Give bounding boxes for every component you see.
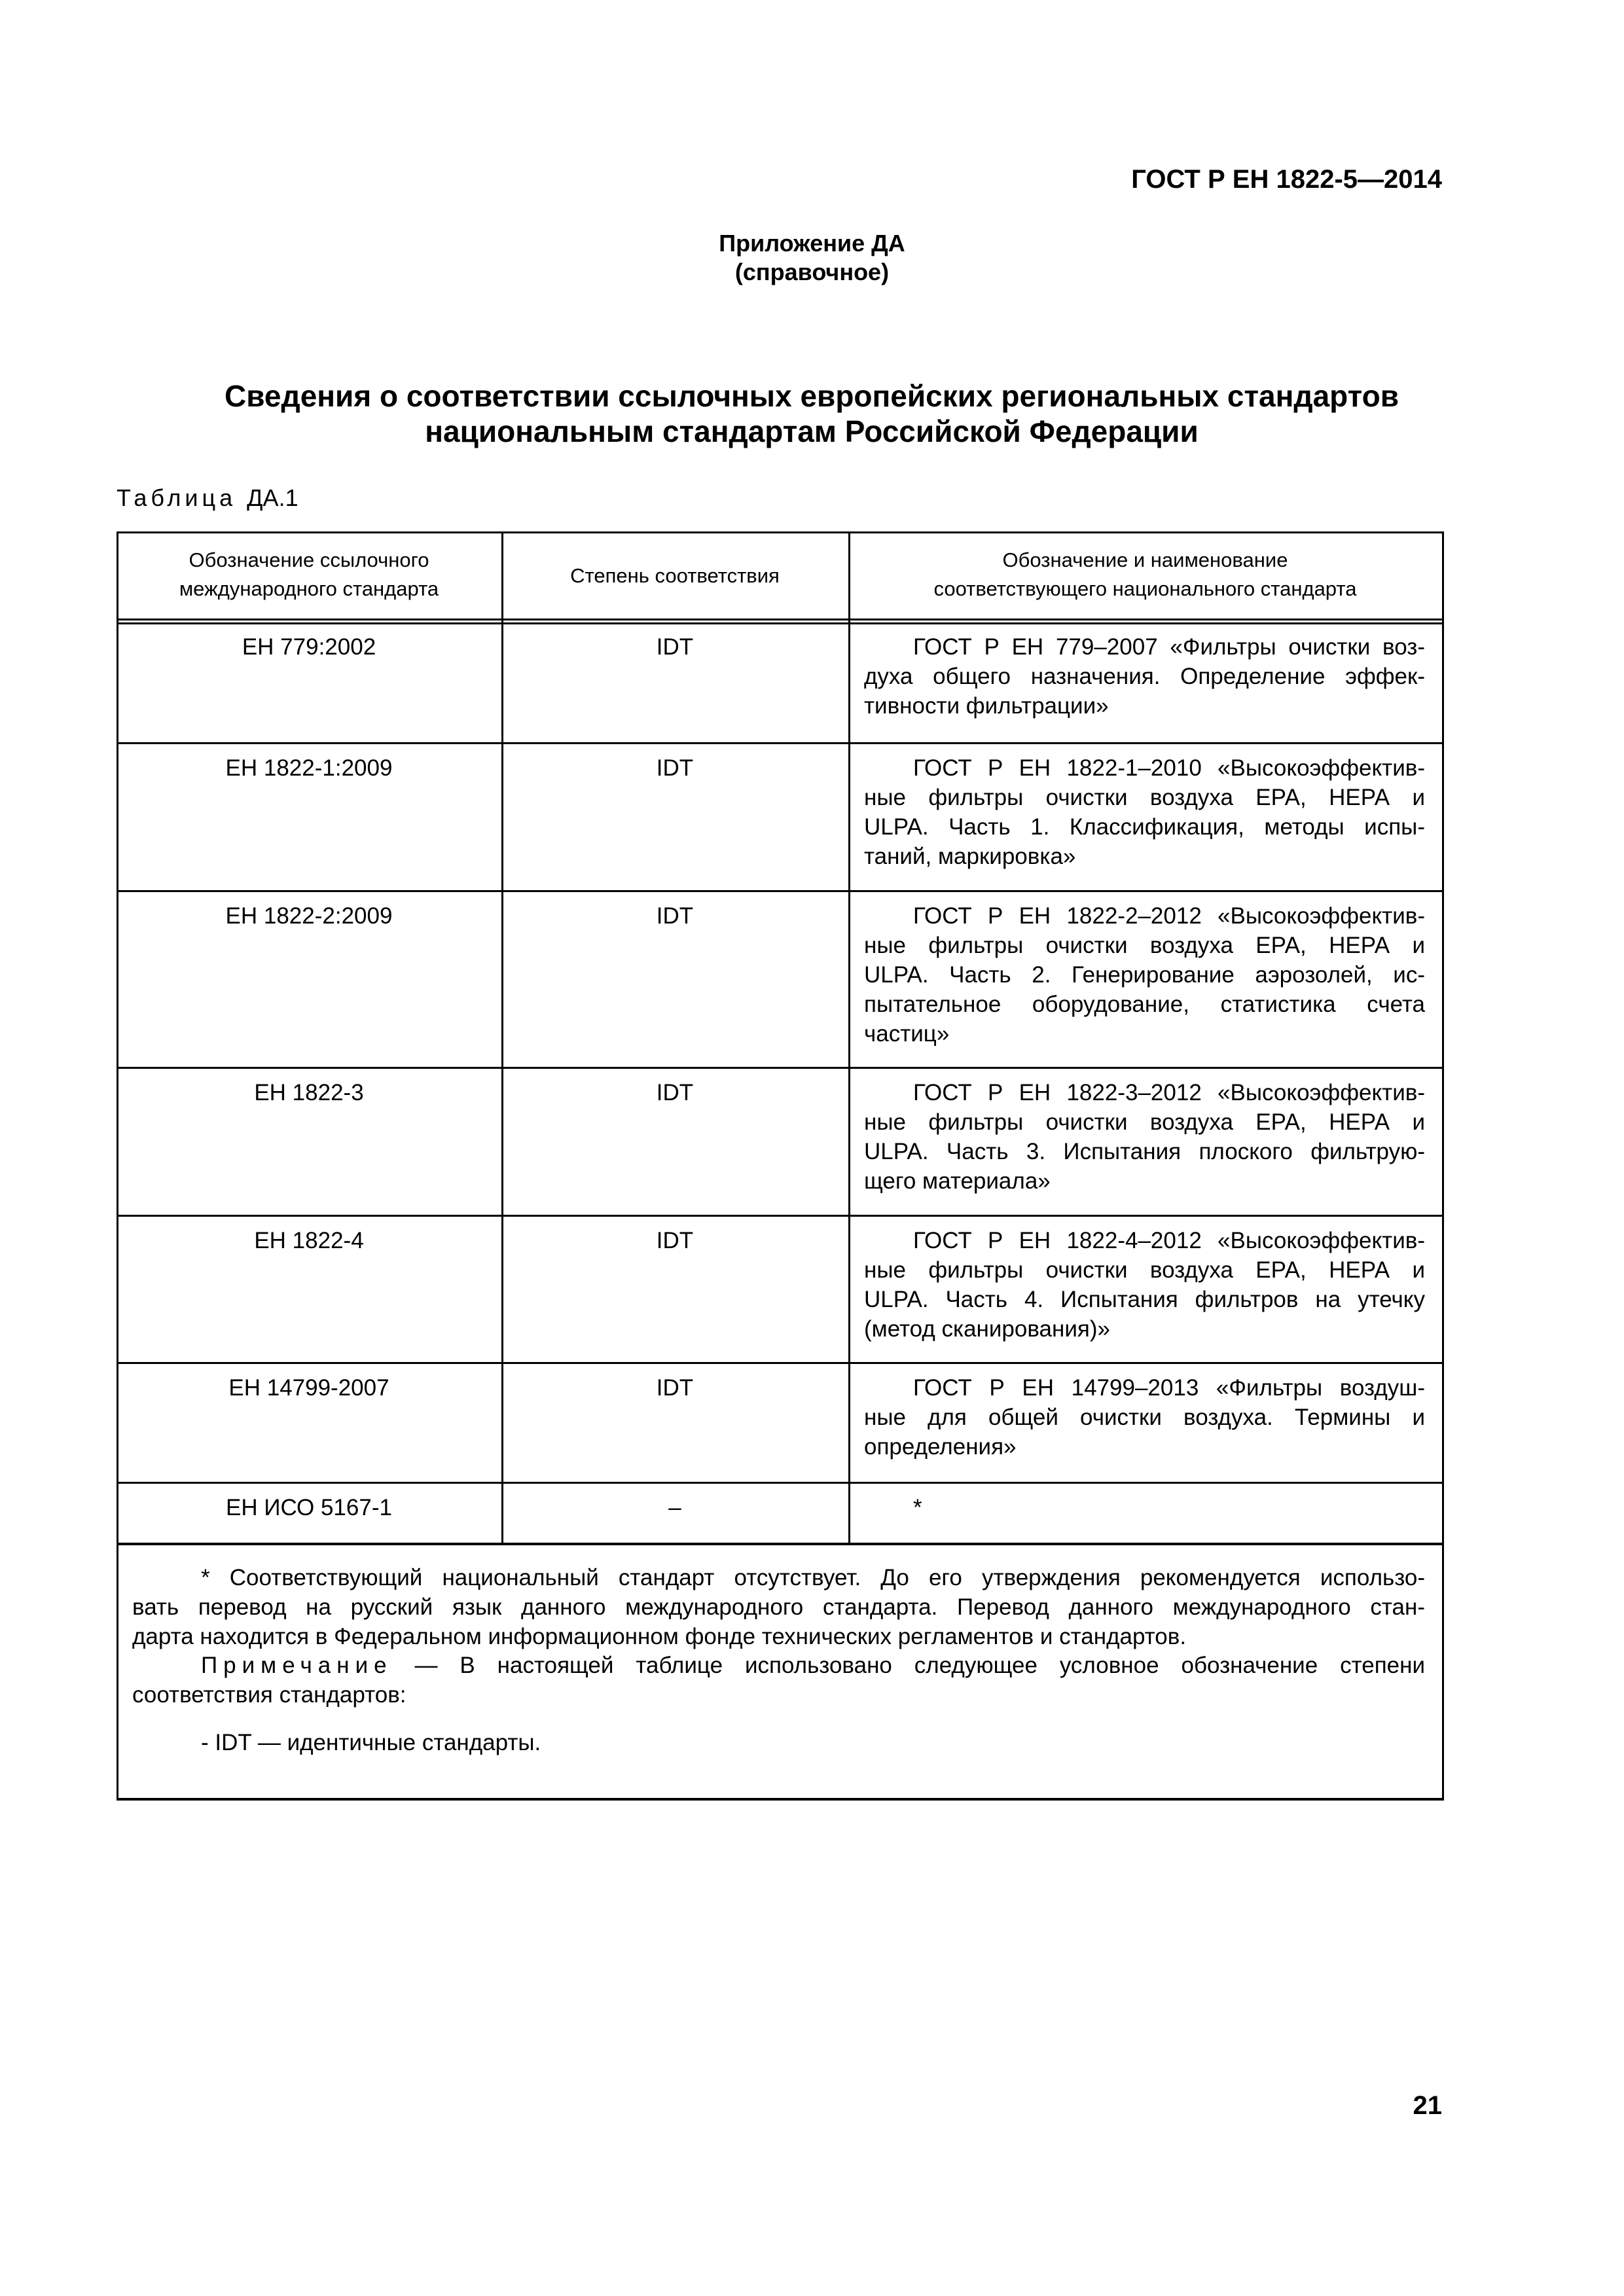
degree-of-correspondence: IDT [656,1080,694,1105]
text-line: частиц» [864,1021,950,1047]
national-standard: ГОСТ Р ЕН 14799–2013 «Фильтры воздуш-ные… [864,1373,1425,1462]
note-label: Примечание [201,1653,393,1678]
text-line: (метод сканирования)» [864,1316,1110,1342]
annex-type: (справочное) [734,259,890,285]
reference-standard: ЕН 1822-3 [254,1080,364,1105]
table-caption-label: Таблица [117,484,237,511]
row-divider [117,1067,1444,1069]
title-line: национальным стандартам Российской Федер… [425,414,1199,448]
text-line: ные фильтры очистки воздуха ЕРА, НЕРА и [864,1257,1425,1283]
text-line: щего материала» [864,1168,1051,1194]
row-divider [117,1543,1444,1545]
degree-of-correspondence: – [668,1495,681,1520]
national-standard: ГОСТ Р ЕН 1822-3–2012 «Высокоэффектив-ны… [864,1078,1425,1196]
row-divider [117,1215,1444,1217]
table-footnote: * Соответствующий национальный стандарт … [132,1563,1425,1651]
reference-standard: ЕН 1822-2:2009 [225,903,393,929]
table-border [117,531,1444,533]
row-divider [117,742,1444,744]
text-line: духа общего назначения. Определение эффе… [864,664,1425,689]
degree-of-correspondence: IDT [656,755,694,781]
header-line: соответствующего национального стандарта [933,577,1357,600]
reference-standard: ЕН ИСО 5167-1 [226,1495,392,1520]
title-line: Сведения о соответствии ссылочных европе… [225,379,1399,413]
text-line: ные для общей очистки воздуха. Термины и [864,1405,1425,1430]
text-line: ULPA. Часть 4. Испытания фильтров на уте… [864,1287,1425,1312]
text-line: ULPA. Часть 2. Генерирование аэрозолей, … [864,962,1425,988]
text-line: ные фильтры очистки воздуха ЕРА, НЕРА и [864,933,1425,958]
degree-of-correspondence: IDT [656,1375,694,1401]
table-border [117,531,118,1801]
header-divider [117,622,1444,624]
header-divider [117,619,1444,620]
text-line: * Соответствующий национальный стандарт … [201,1565,1425,1590]
column-header: Обозначение и наименование соответствующе… [855,546,1435,603]
row-divider [117,1482,1444,1484]
text-line: тивности фильтрации» [864,693,1109,719]
reference-standard: ЕН 14799-2007 [228,1375,389,1401]
degree-of-correspondence: IDT [656,903,694,929]
text-line: * [913,1495,922,1520]
national-standard: * [864,1493,1425,1522]
national-standard: ГОСТ Р ЕН 1822-1–2010 «Высокоэффектив-ны… [864,753,1425,871]
row-divider [117,1362,1444,1364]
text-line: вать перевод на русский язык данного меж… [132,1594,1425,1620]
reference-standard: ЕН 1822-1:2009 [225,755,393,781]
annex-title: Приложение ДА [719,230,905,257]
degree-of-correspondence: IDT [656,634,694,660]
table-note: Примечание — В настоящей таблице использ… [132,1651,1425,1710]
table-caption: Таблица ДА.1 [117,484,298,512]
national-standard: ГОСТ Р ЕН 1822-2–2012 «Высокоэффектив-ны… [864,901,1425,1049]
text-line: ГОСТ Р ЕН 1822-4–2012 «Высокоэффектив- [913,1228,1425,1253]
table-caption-number: ДА.1 [247,484,298,511]
reference-standard: ЕН 779:2002 [242,634,376,660]
text-line: дарта находится в Федеральном информацио… [132,1624,1187,1649]
column-header: Обозначение ссылочного международного ста… [123,546,495,603]
text-line: ГОСТ Р ЕН 1822-3–2012 «Высокоэффектив- [913,1080,1425,1105]
table-border [117,1798,1444,1801]
header-line: международного стандарта [179,577,439,600]
page-number: 21 [1413,2091,1443,2120]
column-header: Степень соответствия [508,562,842,590]
document-code: ГОСТ Р ЕН 1822-5—2014 [1131,165,1442,194]
text-line: ULPA. Часть 3. Испытания плоского фильтр… [864,1139,1425,1164]
text-line: ные фильтры очистки воздуха ЕРА, НЕРА и [864,785,1425,810]
table-border [1442,531,1444,1801]
header-line: Степень соответствия [570,564,780,587]
text-line: ГОСТ Р ЕН 1822-2–2012 «Высокоэффектив- [913,903,1425,929]
text-line: ные фильтры очистки воздуха ЕРА, НЕРА и [864,1109,1425,1135]
national-standard: ГОСТ Р ЕН 1822-4–2012 «Высокоэффектив-ны… [864,1226,1425,1344]
text-line: Примечание — В настоящей таблице использ… [201,1653,1425,1678]
header-line: Обозначение и наименование [1002,548,1288,571]
reference-standard: ЕН 1822-4 [254,1228,364,1253]
text-line: таний, маркировка» [864,844,1076,869]
text-line: ULPA. Часть 1. Классификация, методы исп… [864,814,1425,840]
column-divider [501,531,503,1543]
header-line: Обозначение ссылочного [189,548,429,571]
text-line: пытательное оборудование, статистика сче… [864,992,1425,1017]
page-title: Сведения о соответствии ссылочных европе… [98,378,1525,449]
legend-line: - IDT — идентичные стандарты. [201,1730,541,1755]
degree-of-correspondence: IDT [656,1228,694,1253]
column-divider [848,531,850,1543]
annex-heading: Приложение ДА (справочное) [0,229,1624,287]
text-line: соответствия стандартов: [132,1682,406,1708]
row-divider [117,890,1444,892]
text-line: ГОСТ Р ЕН 1822-1–2010 «Высокоэффектив- [913,755,1425,781]
national-standard: ГОСТ Р ЕН 779–2007 «Фильтры очистки воз-… [864,632,1425,721]
text-line: определения» [864,1434,1017,1460]
text-line: ГОСТ Р ЕН 779–2007 «Фильтры очистки воз- [913,634,1425,660]
text-line: ГОСТ Р ЕН 14799–2013 «Фильтры воздуш- [913,1375,1425,1401]
